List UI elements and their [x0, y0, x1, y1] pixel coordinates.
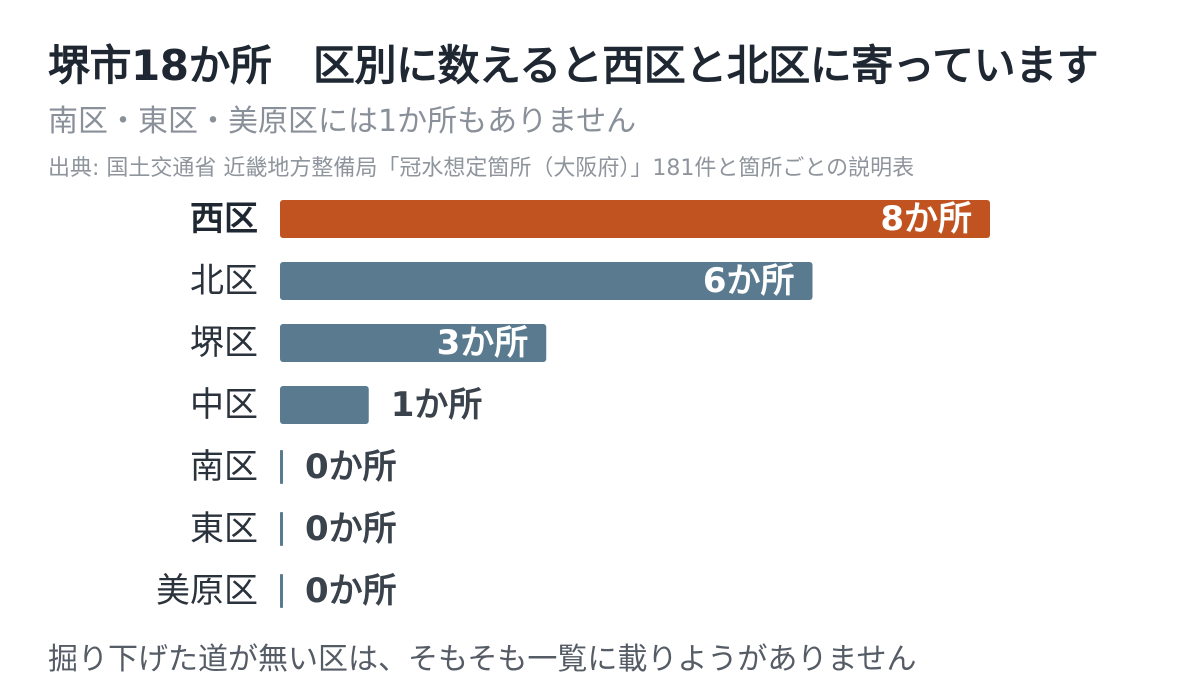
category-label: 美原区 [156, 571, 258, 611]
category-label: 中区 [190, 385, 258, 425]
value-label: 1か所 [391, 385, 483, 425]
value-label: 3か所 [437, 323, 529, 363]
value-label: 8か所 [880, 199, 972, 239]
category-label: 堺区 [190, 323, 258, 363]
bar [280, 574, 283, 608]
category-label: 西区 [190, 199, 258, 239]
chart-title: 堺市18か所 区別に数えると西区と北区に寄っています [48, 41, 1099, 90]
value-label: 6か所 [703, 261, 795, 301]
category-label: 南区 [190, 447, 258, 487]
value-label: 0か所 [305, 571, 397, 611]
chart-source: 出典: 国土交通省 近畿地方整備局「冠水想定箇所（大阪府）」181件と箇所ごとの… [48, 156, 915, 181]
bar [280, 386, 369, 424]
bar [280, 200, 990, 238]
category-label: 北区 [190, 261, 258, 301]
bar [280, 324, 547, 362]
chart-footnote: 掘り下げた道が無い区は、そもそも一覧に載りようがありません [48, 642, 917, 677]
value-label: 0か所 [305, 447, 397, 487]
chart-subtitle: 南区・東区・美原区には1か所もありません [48, 104, 637, 139]
bar [280, 262, 813, 300]
value-label: 0か所 [305, 509, 397, 549]
category-label: 東区 [190, 509, 258, 549]
bar [280, 450, 283, 484]
bar [280, 512, 283, 546]
